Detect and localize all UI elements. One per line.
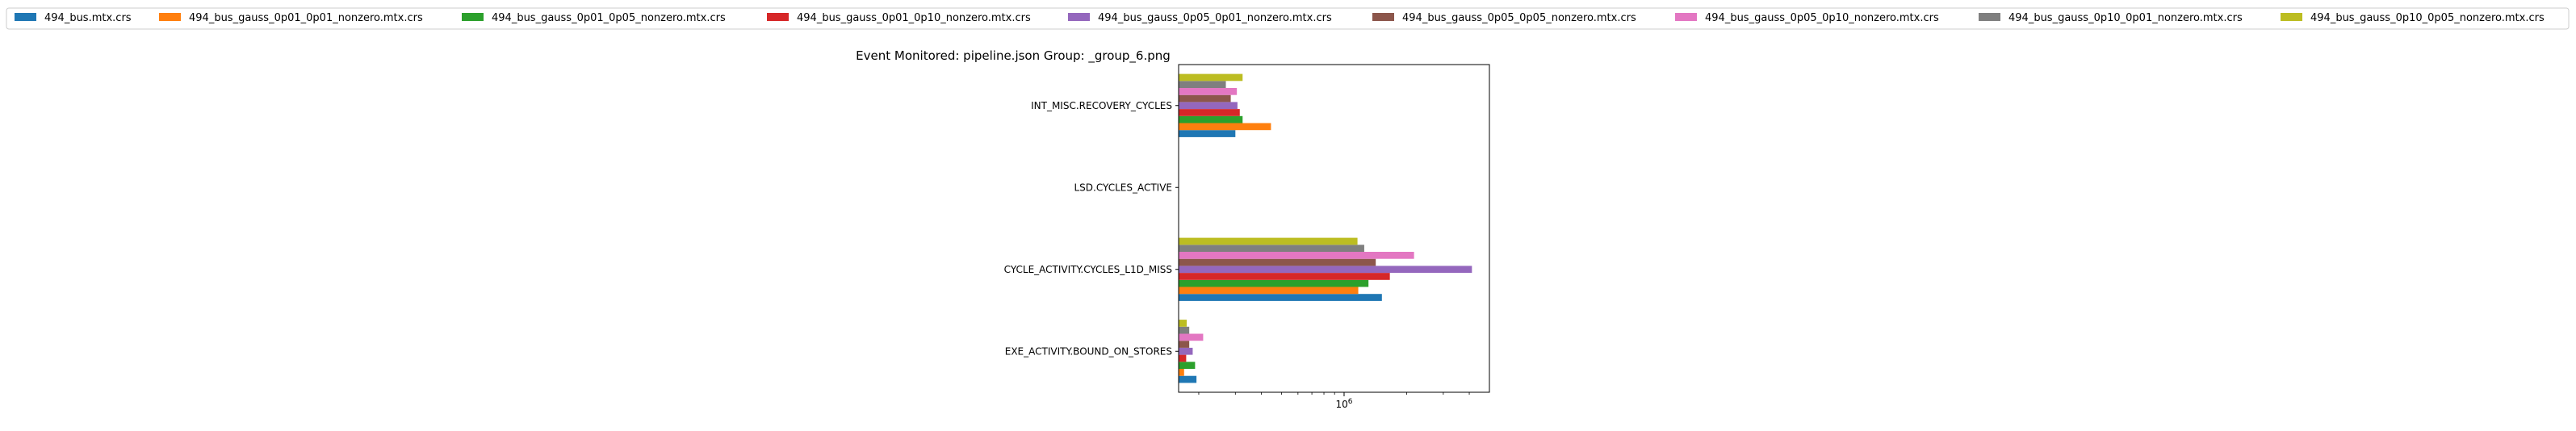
plot-frame	[1178, 64, 1490, 393]
legend: 494_bus.mtx.crs 494_bus_gauss_0p01_0p01_n…	[6, 7, 2570, 30]
x-tick-label: 106	[1335, 398, 1352, 410]
bar-494-bus-gauss-0p05-0p10-nonzero-mtx-crs-cycle-activity-cycles-l1d-miss	[1179, 252, 1414, 259]
legend-swatch	[1675, 13, 1697, 21]
bar-494-bus-mtx-crs-exe-activity-bound-on-stores	[1179, 375, 1197, 383]
legend-swatch	[1979, 13, 2000, 21]
legend-label: 494_bus_gauss_0p01_0p01_nonzero.mtx.crs	[189, 12, 423, 24]
legend-swatch	[767, 13, 789, 21]
legend-label: 494_bus_gauss_0p10_0p05_nonzero.mtx.crs	[2310, 12, 2545, 24]
bar-494-bus-mtx-crs-cycle-activity-cycles-l1d-miss	[1179, 294, 1382, 301]
legend-label: 494_bus_gauss_0p10_0p01_nonzero.mtx.crs	[2008, 12, 2243, 24]
bar-494-bus-gauss-0p01-0p05-nonzero-mtx-crs-cycle-activity-cycles-l1d-miss	[1179, 279, 1369, 287]
bar-494-bus-gauss-0p05-0p01-nonzero-mtx-crs-exe-activity-bound-on-stores	[1179, 347, 1193, 355]
legend-item: 494_bus_gauss_0p01_0p10_nonzero.mtx.crs	[767, 12, 1031, 24]
legend-label: 494_bus_gauss_0p05_0p01_nonzero.mtx.crs	[1098, 12, 1332, 24]
bar-494-bus-gauss-0p01-0p10-nonzero-mtx-crs-exe-activity-bound-on-stores	[1179, 354, 1187, 362]
y-tick-label: LSD.CYCLES_ACTIVE	[1074, 182, 1173, 193]
legend-swatch	[2281, 13, 2302, 21]
bar-494-bus-gauss-0p01-0p01-nonzero-mtx-crs-exe-activity-bound-on-stores	[1179, 369, 1184, 376]
bar-494-bus-gauss-0p01-0p10-nonzero-mtx-crs-cycle-activity-cycles-l1d-miss	[1179, 273, 1390, 280]
bar-494-bus-gauss-0p10-0p05-nonzero-mtx-crs-cycle-activity-cycles-l1d-miss	[1179, 237, 1358, 245]
bar-494-bus-gauss-0p10-0p01-nonzero-mtx-crs-int-misc-recovery-cycles	[1179, 81, 1226, 88]
bar-494-bus-gauss-0p05-0p10-nonzero-mtx-crs-exe-activity-bound-on-stores	[1179, 333, 1204, 341]
bar-494-bus-gauss-0p01-0p01-nonzero-mtx-crs-int-misc-recovery-cycles	[1179, 123, 1271, 131]
bar-494-bus-gauss-0p05-0p05-nonzero-mtx-crs-cycle-activity-cycles-l1d-miss	[1179, 258, 1376, 266]
bar-494-bus-gauss-0p05-0p05-nonzero-mtx-crs-exe-activity-bound-on-stores	[1179, 341, 1190, 348]
y-tick-label: INT_MISC.RECOVERY_CYCLES	[1031, 100, 1172, 111]
bar-494-bus-mtx-crs-int-misc-recovery-cycles	[1179, 130, 1236, 137]
legend-item: 494_bus_gauss_0p05_0p05_nonzero.mtx.crs	[1372, 12, 1636, 24]
legend-item: 494_bus_gauss_0p01_0p01_nonzero.mtx.crs	[159, 12, 423, 24]
bar-494-bus-gauss-0p05-0p10-nonzero-mtx-crs-int-misc-recovery-cycles	[1179, 88, 1238, 95]
legend-item: 494_bus_gauss_0p01_0p05_nonzero.mtx.crs	[462, 12, 726, 24]
legend-label: 494_bus_gauss_0p05_0p05_nonzero.mtx.crs	[1402, 12, 1636, 24]
bar-494-bus-gauss-0p05-0p01-nonzero-mtx-crs-int-misc-recovery-cycles	[1179, 102, 1238, 110]
legend-item: 494_bus_gauss_0p05_0p10_nonzero.mtx.crs	[1675, 12, 1939, 24]
legend-swatch	[462, 13, 484, 21]
bar-494-bus-gauss-0p01-0p05-nonzero-mtx-crs-int-misc-recovery-cycles	[1179, 115, 1243, 123]
bars	[1179, 73, 1472, 383]
bar-494-bus-gauss-0p01-0p10-nonzero-mtx-crs-int-misc-recovery-cycles	[1179, 109, 1240, 116]
bar-494-bus-gauss-0p10-0p05-nonzero-mtx-crs-int-misc-recovery-cycles	[1179, 73, 1243, 82]
legend-label: 494_bus_gauss_0p01_0p10_nonzero.mtx.crs	[797, 12, 1031, 24]
legend-swatch	[15, 13, 36, 21]
legend-frame	[6, 7, 2570, 30]
legend-swatch	[159, 13, 181, 21]
bar-494-bus-gauss-0p10-0p01-nonzero-mtx-crs-exe-activity-bound-on-stores	[1179, 326, 1190, 334]
bar-494-bus-gauss-0p01-0p01-nonzero-mtx-crs-cycle-activity-cycles-l1d-miss	[1179, 287, 1359, 295]
legend-swatch	[1372, 13, 1394, 21]
y-tick-label: EXE_ACTIVITY.BOUND_ON_STORES	[1005, 345, 1172, 357]
legend-label: 494_bus_gauss_0p01_0p05_nonzero.mtx.crs	[492, 12, 726, 24]
legend-item: 494_bus_gauss_0p10_0p05_nonzero.mtx.crs	[2281, 12, 2545, 24]
bar-494-bus-gauss-0p05-0p01-nonzero-mtx-crs-cycle-activity-cycles-l1d-miss	[1179, 266, 1472, 274]
legend-item: 494_bus_gauss_0p10_0p01_nonzero.mtx.crs	[1979, 12, 2243, 24]
legend-item: 494_bus_gauss_0p05_0p01_nonzero.mtx.crs	[1068, 12, 1332, 24]
legend-swatch	[1068, 13, 1090, 21]
chart-title: Event Monitored: pipeline.json Group: _g…	[856, 48, 1171, 64]
bar-494-bus-gauss-0p10-0p01-nonzero-mtx-crs-cycle-activity-cycles-l1d-miss	[1179, 245, 1364, 252]
legend-label: 494_bus.mtx.crs	[44, 12, 132, 24]
legend-item: 494_bus.mtx.crs	[15, 12, 132, 24]
bar-494-bus-gauss-0p05-0p05-nonzero-mtx-crs-int-misc-recovery-cycles	[1179, 94, 1231, 103]
bar-494-bus-gauss-0p10-0p05-nonzero-mtx-crs-exe-activity-bound-on-stores	[1179, 320, 1187, 327]
axes: EXE_ACTIVITY.BOUND_ON_STORES CYCLE_ACTIVI…	[1004, 64, 1490, 410]
legend-label: 494_bus_gauss_0p05_0p10_nonzero.mtx.crs	[1705, 12, 1939, 24]
y-tick-label: CYCLE_ACTIVITY.CYCLES_L1D_MISS	[1004, 264, 1172, 275]
bar-494-bus-gauss-0p01-0p05-nonzero-mtx-crs-exe-activity-bound-on-stores	[1179, 362, 1196, 369]
